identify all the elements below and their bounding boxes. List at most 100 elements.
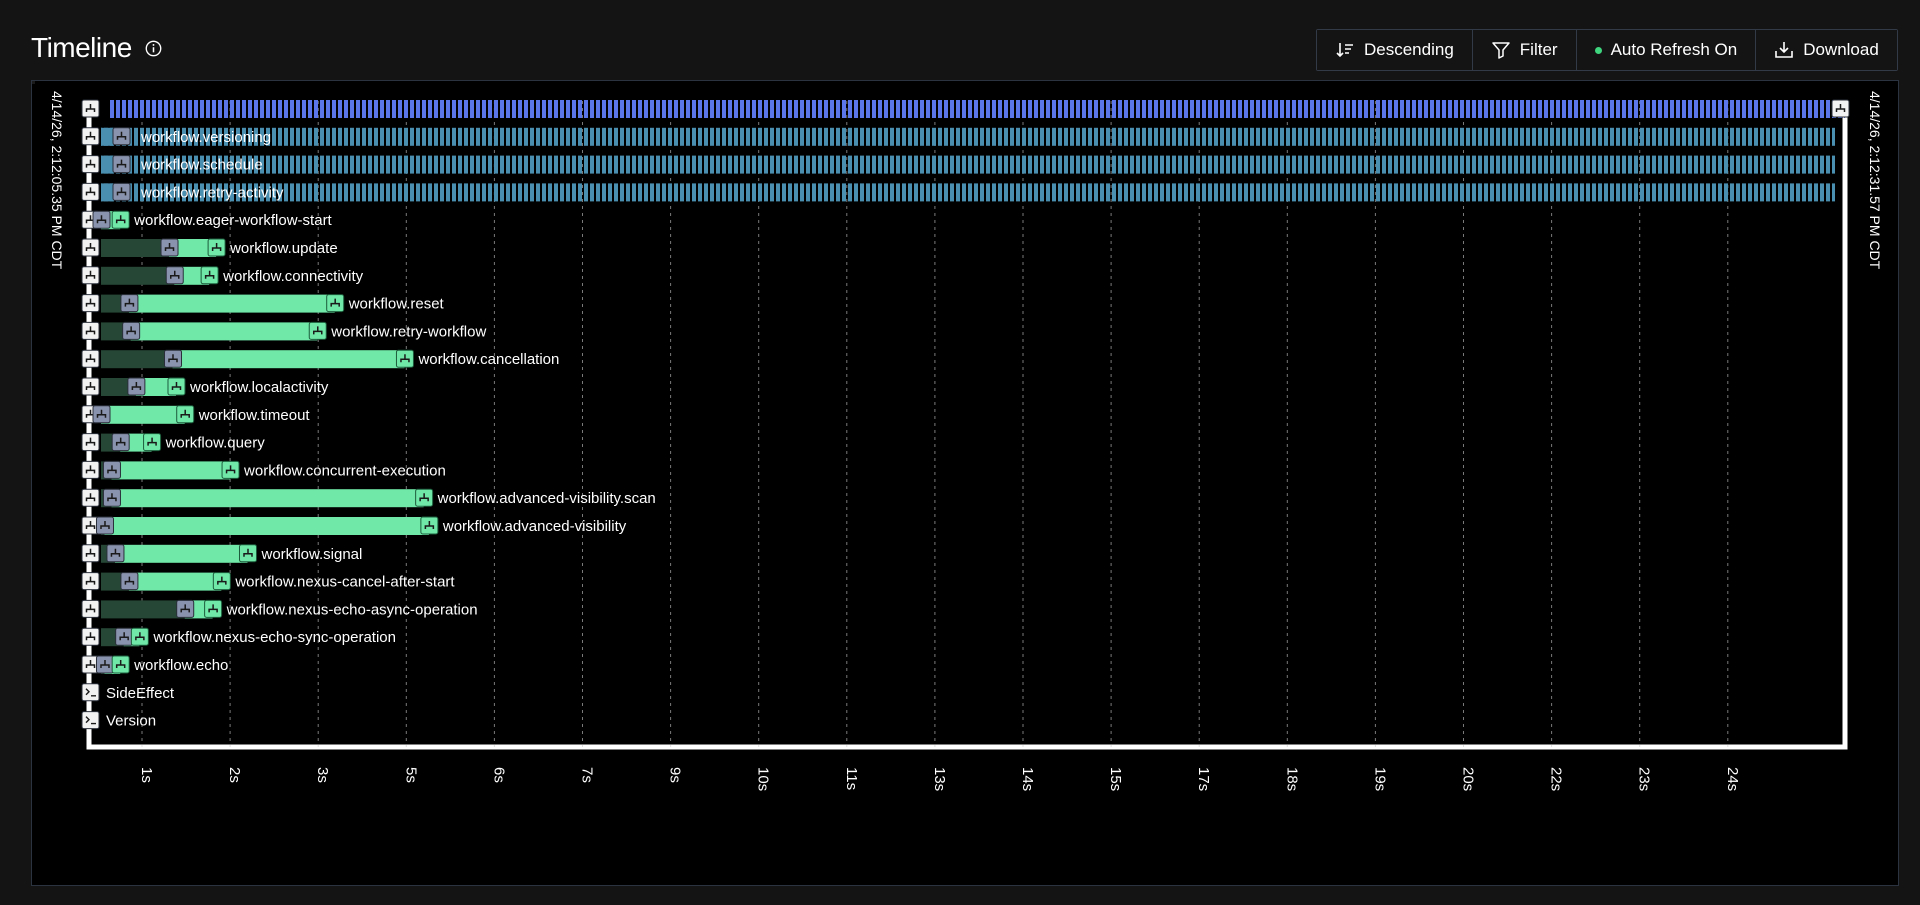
row-label[interactable]: SideEffect — [106, 685, 175, 702]
row-label[interactable]: workflow.retry-workflow — [330, 323, 486, 340]
filter-label: Filter — [1519, 40, 1558, 59]
end-time-label: 4/14/26, 2:12:31.57 PM CDT — [1867, 91, 1883, 270]
event-icon[interactable] — [32, 81, 114, 535]
event-icon[interactable] — [32, 81, 130, 674]
completed-bar[interactable] — [128, 294, 335, 313]
download-button[interactable]: Download — [1756, 30, 1897, 70]
row-label[interactable]: workflow.versioning — [140, 129, 271, 146]
event-icon[interactable] — [32, 81, 139, 313]
event-icon[interactable] — [32, 81, 100, 479]
event-icon[interactable] — [32, 81, 100, 396]
row-label[interactable]: workflow.advanced-visibility.scan — [437, 490, 656, 507]
timeline-chart: 1s 2s 3s 5s 6s 7s 9s 10s 11s 13s 14s 15s 17s 18s 19s 20… — [32, 81, 1883, 791]
event-icon[interactable] — [32, 81, 327, 340]
event-icon[interactable] — [32, 81, 183, 368]
completed-bar[interactable] — [111, 489, 424, 508]
marker-icon[interactable] — [81, 683, 100, 702]
tick-label: 11s — [843, 767, 860, 790]
scheduled-bar[interactable] — [101, 378, 136, 396]
event-icon[interactable] — [32, 81, 114, 674]
event-icon[interactable] — [32, 81, 131, 201]
running-bar-head — [101, 155, 113, 174]
descending-button[interactable]: Descending — [1317, 30, 1473, 70]
completed-bar[interactable] — [128, 572, 222, 591]
event-icon[interactable] — [32, 81, 146, 396]
event-icon[interactable] — [32, 81, 134, 646]
row-label[interactable]: workflow.advanced-visibility — [442, 518, 627, 535]
filter-button[interactable]: Filter — [1472, 30, 1577, 70]
event-icon[interactable] — [32, 81, 439, 535]
completed-bar[interactable] — [169, 239, 217, 257]
marker-icon[interactable] — [81, 711, 100, 730]
scheduled-bar[interactable] — [101, 350, 173, 369]
row-label[interactable]: workflow.signal — [260, 546, 362, 563]
row-label[interactable]: workflow.localactivity — [189, 379, 329, 396]
event-icon[interactable] — [32, 81, 345, 313]
download-icon — [1775, 42, 1793, 58]
row-label[interactable]: workflow.timeout — [198, 407, 311, 424]
auto-refresh-button[interactable]: Auto Refresh On — [1576, 30, 1757, 70]
completed-bar[interactable] — [114, 544, 248, 563]
event-icon[interactable] — [32, 81, 414, 368]
tick-label: 20s — [1460, 767, 1477, 791]
event-icon[interactable] — [32, 81, 100, 146]
running-bar[interactable] — [101, 127, 1835, 146]
row-label[interactable]: Version — [106, 713, 156, 730]
running-bar[interactable] — [101, 155, 1835, 174]
event-icon[interactable] — [32, 81, 162, 452]
completed-bar[interactable] — [172, 350, 405, 369]
event-icon[interactable] — [32, 81, 219, 285]
row-label[interactable]: workflow.reset — [348, 296, 445, 313]
event-icon[interactable] — [32, 81, 100, 368]
scheduled-bar[interactable] — [101, 600, 185, 619]
event-icon[interactable] — [32, 81, 125, 563]
auto-refresh-label: Auto Refresh On — [1610, 40, 1738, 59]
running-bar[interactable] — [101, 183, 1835, 202]
filter-icon — [1492, 42, 1510, 59]
event-icon[interactable] — [32, 81, 195, 424]
row-label[interactable]: workflow.eager-workflow-start — [133, 212, 332, 229]
event-icon[interactable] — [32, 81, 184, 285]
row-label[interactable]: workflow.echo — [133, 657, 228, 674]
scheduled-bar[interactable] — [101, 239, 170, 257]
event-icon[interactable] — [32, 81, 240, 479]
event-icon[interactable] — [32, 81, 139, 591]
row-label[interactable]: workflow.concurrent-execution — [243, 462, 446, 479]
event-icon[interactable] — [32, 81, 100, 507]
row-label[interactable]: workflow.schedule — [140, 157, 263, 174]
row-label[interactable]: workflow.cancellation — [417, 351, 559, 368]
event-icon[interactable] — [32, 81, 131, 174]
completed-bar[interactable] — [130, 322, 318, 341]
tick-label: 19s — [1371, 767, 1388, 791]
tick-label: 23s — [1636, 767, 1653, 791]
descending-label: Descending — [1364, 40, 1454, 59]
event-icon[interactable] — [32, 81, 100, 646]
scheduled-bar[interactable] — [101, 266, 175, 285]
tick-label: 9s — [667, 767, 684, 783]
event-icon[interactable] — [32, 81, 100, 257]
start-time-label: 4/14/26, 2:12:05.35 PM CDT — [49, 91, 65, 270]
event-icon[interactable] — [32, 81, 100, 563]
event-icon[interactable] — [32, 81, 121, 479]
completed-bar[interactable] — [111, 461, 231, 480]
tick-label: 1s — [138, 767, 155, 783]
row-label[interactable]: workflow.retry-activity — [140, 184, 284, 201]
row-label[interactable]: workflow.connectivity — [222, 268, 364, 285]
row-label[interactable]: workflow.update — [229, 240, 338, 257]
completed-bar[interactable] — [104, 517, 429, 535]
row-label[interactable]: workflow.nexus-echo-sync-operation — [152, 629, 396, 646]
event-icon[interactable] — [32, 81, 195, 618]
completed-bar[interactable] — [135, 378, 176, 396]
event-icon[interactable] — [32, 81, 186, 396]
event-icon[interactable] — [32, 81, 226, 257]
tick-label: 2s — [226, 767, 243, 783]
tick-label: 17s — [1195, 767, 1212, 791]
event-icon[interactable] — [32, 81, 231, 591]
completed-bar[interactable] — [101, 405, 185, 424]
timeline-panel: 1s 2s 3s 5s 6s 7s 9s 10s 11s 13s 14s 15s 17s 18s 19s 20… — [31, 80, 1899, 886]
workflow-running-bar[interactable] — [109, 100, 1845, 118]
row-label[interactable]: workflow.nexus-cancel-after-start — [234, 574, 455, 591]
row-label[interactable]: workflow.nexus-echo-async-operation — [226, 601, 478, 618]
info-circle-icon[interactable] — [145, 40, 162, 57]
row-label[interactable]: workflow.query — [165, 435, 266, 452]
